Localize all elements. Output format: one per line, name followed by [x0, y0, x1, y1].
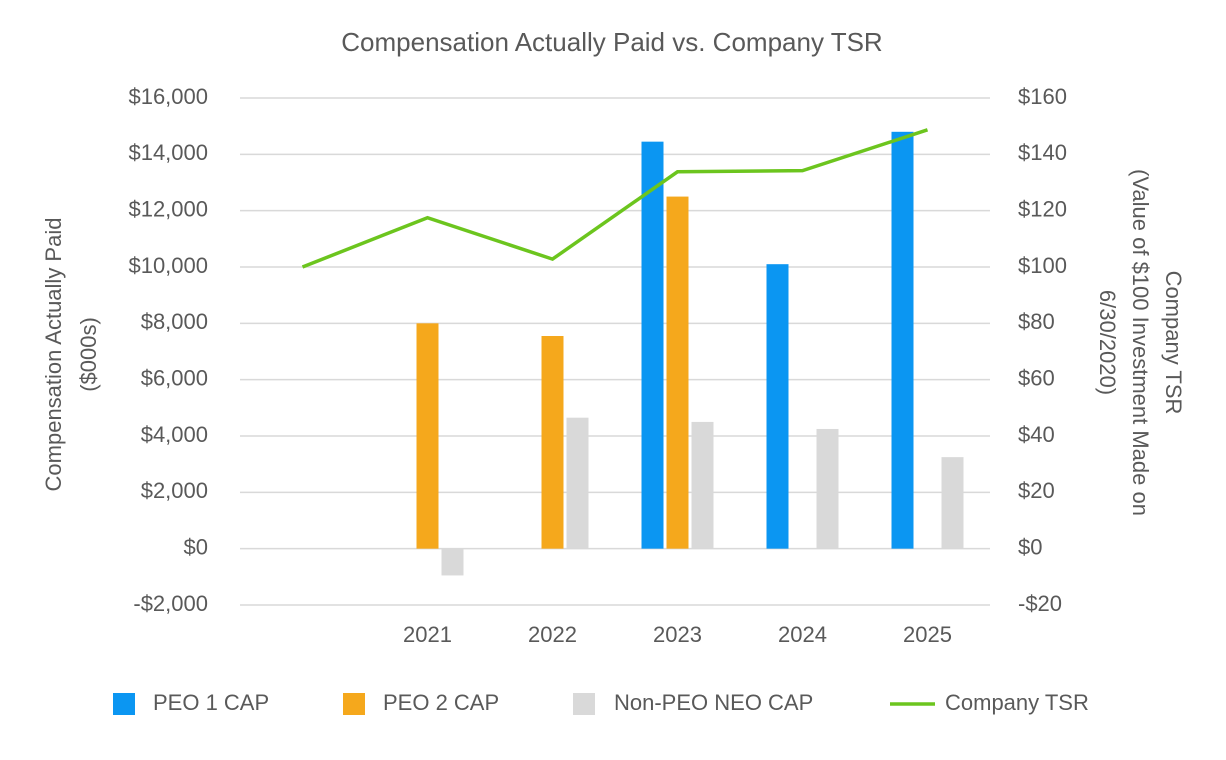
bar [816, 428, 839, 549]
legend-label: Non-PEO NEO CAP [614, 690, 813, 715]
y-axis-label: Compensation Actually Paid [41, 218, 66, 492]
bar [441, 548, 464, 576]
y-tick-label: $8,000 [141, 309, 208, 334]
y2-tick-label: $120 [1018, 196, 1067, 221]
y-tick-label: $6,000 [141, 365, 208, 390]
y2-tick-label: $20 [1018, 478, 1055, 503]
bar [416, 323, 439, 549]
y2-tick-label: $100 [1018, 253, 1067, 278]
x-tick-label: 2024 [778, 622, 827, 647]
bar [566, 417, 589, 549]
y2-tick-label: $40 [1018, 422, 1055, 447]
bar [941, 457, 964, 549]
y2-tick-label: $160 [1018, 84, 1067, 109]
y-tick-label: $10,000 [128, 253, 208, 278]
legend-label: Company TSR [945, 690, 1089, 715]
bar [541, 336, 564, 549]
bar [691, 421, 714, 549]
y-tick-label: $14,000 [128, 140, 208, 165]
y2-tick-label: $0 [1018, 534, 1042, 559]
y-tick-label: $12,000 [128, 196, 208, 221]
x-tick-label: 2023 [653, 622, 702, 647]
y-tick-label: $0 [184, 534, 208, 559]
y2-tick-label: $60 [1018, 365, 1055, 390]
legend-swatch [113, 693, 135, 715]
legend-label: PEO 1 CAP [153, 690, 269, 715]
y2-tick-label: $80 [1018, 309, 1055, 334]
y-tick-label: $16,000 [128, 84, 208, 109]
y2-axis-label: Company TSR [1161, 271, 1186, 415]
y2-axis-label: (Value of $100 Investment Made on [1128, 169, 1153, 516]
y-tick-label: $4,000 [141, 422, 208, 447]
line [301, 128, 929, 269]
legend-swatch [343, 693, 365, 715]
bar [766, 264, 789, 549]
bar [891, 131, 914, 549]
chart-title: Compensation Actually Paid vs. Company T… [341, 27, 882, 57]
x-tick-label: 2022 [528, 622, 577, 647]
y2-tick-label: $140 [1018, 140, 1067, 165]
x-tick-label: 2021 [403, 622, 452, 647]
legend-swatch [573, 693, 595, 715]
x-tick-label: 2025 [903, 622, 952, 647]
bar [641, 141, 664, 549]
y-axis-label: ($000s) [76, 317, 101, 392]
legend-label: PEO 2 CAP [383, 690, 499, 715]
y2-tick-label: -$20 [1018, 591, 1062, 616]
bar [666, 196, 689, 549]
y-tick-label: $2,000 [141, 478, 208, 503]
y2-axis-label: 6/30/2020) [1095, 290, 1120, 395]
y-tick-label: -$2,000 [133, 591, 208, 616]
